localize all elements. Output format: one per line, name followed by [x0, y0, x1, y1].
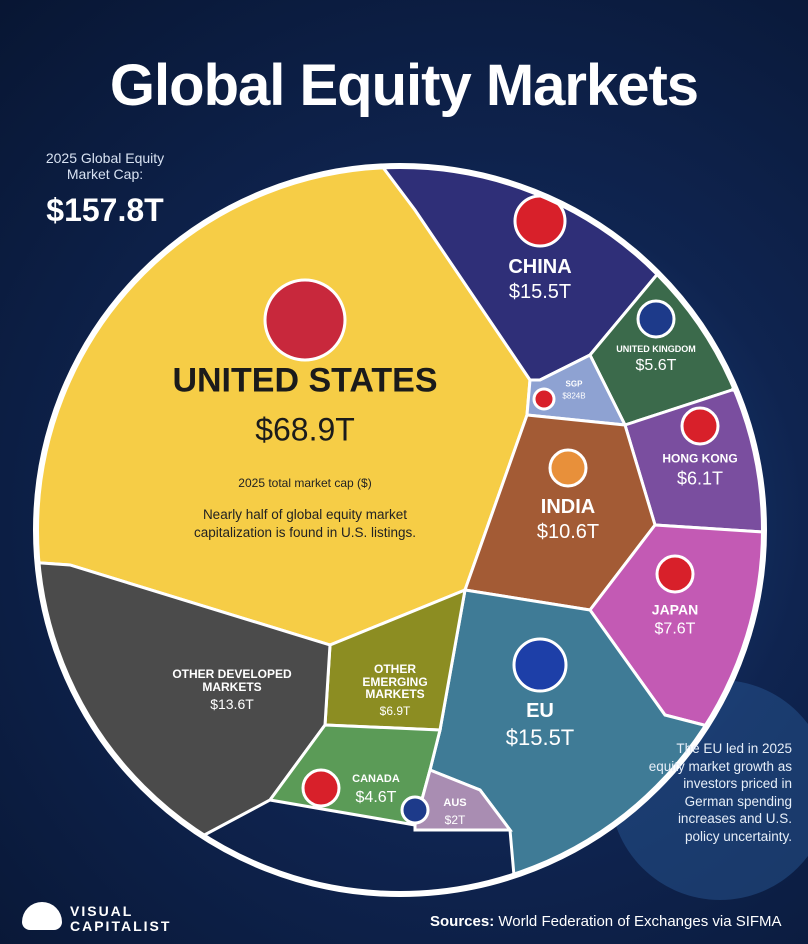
logo-icon	[22, 902, 62, 930]
flag	[548, 448, 588, 488]
flag	[636, 299, 676, 339]
brand: VISUAL CAPITALIST	[70, 903, 172, 934]
value-label: $15.5T	[505, 724, 575, 750]
category-label: EU	[526, 699, 554, 722]
category-label: CANADA	[352, 772, 400, 785]
note: Nearly half of global equity market capi…	[193, 507, 417, 541]
cell-label: AUS $2T	[415, 796, 495, 827]
cell-label: UNITED STATES $68.9T	[145, 363, 465, 446]
category-label: CHINA	[508, 256, 572, 278]
cell-label: OTHER EMERGING MARKETS $6.9T	[340, 663, 450, 717]
value-label: $6.1T	[676, 467, 724, 488]
value-label: $68.9T	[255, 411, 355, 448]
annotation: The EU led in 2025 equity market growth …	[648, 741, 792, 844]
category-label: JAPAN	[651, 601, 699, 618]
flag	[680, 406, 720, 446]
category-label: UNITED KINGDOM	[616, 343, 696, 354]
cell-label: CANADA $4.6T	[331, 772, 421, 806]
category-label: OTHER EMERGING MARKETS	[362, 661, 428, 701]
value-label: $7.6T	[654, 619, 696, 637]
flag	[263, 278, 347, 362]
cell-label: JAPAN $7.6T	[625, 602, 725, 637]
cell-label: UNITED KINGDOM $5.6T	[586, 343, 726, 375]
value-label: $5.6T	[635, 357, 677, 375]
category-label: AUS	[443, 796, 467, 809]
flag	[301, 768, 341, 808]
total-caption: 2025 Global Equity Market Cap:	[45, 150, 165, 182]
chart-title: Global Equity Markets	[109, 53, 699, 118]
value-label: $6.9T	[379, 703, 411, 718]
sources: Sources: World Federation of Exchanges v…	[430, 913, 782, 930]
total-label: $157.8T	[46, 192, 164, 228]
flag	[655, 554, 695, 594]
value-label: $4.6T	[355, 788, 397, 806]
category-label: OTHER DEVELOPED MARKETS	[172, 667, 292, 694]
cell-label: EU $15.5T	[480, 699, 600, 750]
flag	[512, 637, 568, 693]
value-caption: 2025 total market cap ($)	[238, 476, 372, 490]
flag	[400, 795, 430, 825]
outline	[33, 163, 767, 897]
value-label: $15.5T	[508, 281, 572, 303]
category-label: SGP	[565, 379, 583, 389]
cell-label: SGP $824B	[554, 379, 594, 402]
flag	[532, 387, 556, 411]
cell-label: CHINA $15.5T	[465, 257, 615, 303]
cell-label: INDIA $10.6T	[513, 497, 623, 543]
value-label: $824B	[562, 392, 586, 401]
source: World Federation of Exchanges via SIFMA	[498, 913, 782, 930]
cell-label: OTHER DEVELOPED MARKETS $13.6T	[172, 668, 292, 712]
source-label: Sources:	[430, 913, 495, 930]
category-label: UNITED STATES	[172, 361, 438, 400]
category-label: INDIA	[540, 496, 596, 518]
cell-label: HONG KONG $6.1T	[645, 452, 755, 487]
value-label: $13.6T	[210, 696, 254, 713]
value-label: $2T	[444, 812, 466, 827]
value-label: $10.6T	[536, 521, 600, 543]
category-label: HONG KONG	[662, 451, 738, 466]
